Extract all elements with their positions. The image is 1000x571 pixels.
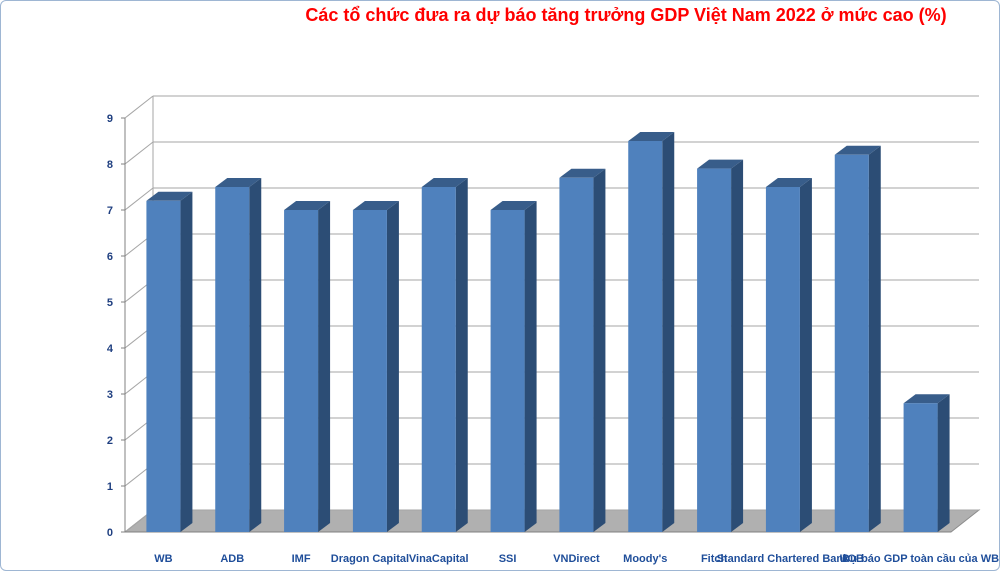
bar xyxy=(146,200,181,533)
x-category-label: VNDirect xyxy=(553,553,600,565)
bar xyxy=(215,187,250,532)
bar xyxy=(352,210,387,532)
bar xyxy=(765,187,800,532)
bar-top xyxy=(559,168,606,178)
bar-top xyxy=(765,178,812,187)
y-tick-label: 2 xyxy=(107,435,113,447)
bar xyxy=(628,141,663,532)
x-category-label: Moody's xyxy=(623,553,667,565)
bar-side xyxy=(593,168,606,533)
x-category-label: ADB xyxy=(220,553,244,565)
bar xyxy=(490,210,525,532)
bar xyxy=(559,177,594,533)
y-tick-label: 8 xyxy=(107,159,113,171)
x-category-label: Dragon Capital xyxy=(331,553,409,565)
bar xyxy=(903,403,938,532)
bar-top xyxy=(215,178,262,187)
bar-side xyxy=(662,132,675,532)
bar-top xyxy=(628,132,675,141)
y-tick-label: 9 xyxy=(107,113,113,125)
bar-side xyxy=(937,394,950,532)
gridline-diagonal xyxy=(124,141,154,165)
bar-top xyxy=(834,145,881,155)
bar-side xyxy=(318,201,331,532)
bar-top xyxy=(146,191,193,201)
x-category-label: IMF xyxy=(292,553,311,565)
bar-side xyxy=(524,201,537,532)
bar-top xyxy=(697,159,744,169)
bar-side xyxy=(180,191,193,533)
bar-top xyxy=(352,201,399,210)
x-category-label: Standard Chartered Bank xyxy=(717,553,851,565)
bar-top xyxy=(903,394,950,404)
y-tick-label: 7 xyxy=(107,205,113,217)
bar xyxy=(284,210,319,532)
x-category-label: Dự báo GDP toàn cầu của WB xyxy=(842,553,999,565)
x-category-label: VinaCapital xyxy=(409,553,469,565)
x-category-label: UOB xyxy=(840,553,865,565)
x-category-label: SSI xyxy=(499,553,517,565)
bar-top xyxy=(490,201,537,210)
bar-side xyxy=(455,178,468,532)
bar-top xyxy=(421,178,468,187)
gridline-diagonal xyxy=(124,95,154,119)
y-tick-label: 3 xyxy=(107,389,113,401)
y-tick-label: 4 xyxy=(107,343,114,355)
bar-side xyxy=(386,201,399,532)
chart-title: Các tổ chức đưa ra dự báo tăng trưởng GD… xyxy=(305,5,947,25)
bar xyxy=(834,154,869,533)
bar-side xyxy=(249,178,262,532)
gridline-diagonal xyxy=(124,187,154,211)
x-category-label: Fitch xyxy=(701,553,728,565)
bar-side xyxy=(799,178,812,532)
y-tick-label: 5 xyxy=(107,297,113,309)
bar xyxy=(697,168,732,532)
y-tick-label: 0 xyxy=(107,527,113,539)
bar-side xyxy=(868,145,881,533)
x-category-label: WB xyxy=(154,553,172,565)
y-tick-label: 6 xyxy=(107,251,113,263)
bar-side xyxy=(731,159,744,532)
y-tick-label: 1 xyxy=(107,481,113,493)
bar-top xyxy=(284,201,331,210)
bar xyxy=(421,187,456,532)
